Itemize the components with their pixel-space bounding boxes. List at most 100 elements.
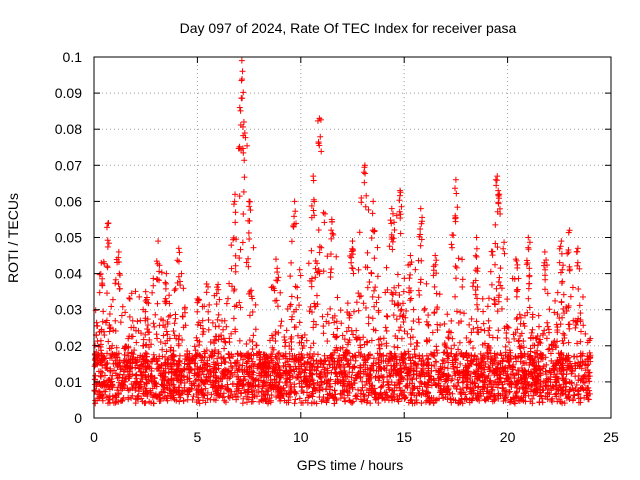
data-point [369, 315, 376, 322]
data-point [497, 375, 504, 382]
data-point [409, 380, 416, 387]
data-point [467, 338, 474, 345]
data-point [388, 220, 395, 227]
data-point [229, 283, 236, 290]
data-point [421, 307, 428, 314]
data-point [291, 400, 298, 407]
data-point [353, 392, 360, 399]
data-point [252, 383, 259, 390]
data-point [539, 387, 546, 394]
data-point [497, 265, 504, 272]
data-point [480, 390, 487, 397]
data-point [455, 346, 462, 353]
data-point [308, 283, 315, 290]
data-point [223, 300, 230, 307]
data-point [315, 138, 322, 145]
data-point [244, 142, 251, 149]
data-point [419, 353, 426, 360]
data-point [249, 308, 256, 315]
data-point [296, 319, 303, 326]
data-point [577, 310, 584, 317]
data-point [272, 256, 279, 263]
data-point [199, 331, 206, 338]
data-point [245, 229, 252, 236]
data-point [252, 326, 259, 333]
data-point [433, 257, 440, 264]
data-point [423, 280, 430, 287]
data-point [272, 338, 279, 345]
data-point [292, 396, 299, 403]
data-point [557, 321, 564, 328]
data-point [539, 399, 546, 406]
data-point [554, 338, 561, 345]
data-point [321, 369, 328, 376]
data-point [474, 306, 481, 313]
data-point [115, 281, 122, 288]
data-point [197, 322, 204, 329]
data-point [105, 338, 112, 345]
data-point [305, 260, 312, 267]
data-point [161, 360, 168, 367]
data-point [375, 342, 382, 349]
data-point [407, 252, 414, 259]
data-point [288, 238, 295, 245]
data-point [128, 324, 135, 331]
data-point [372, 284, 379, 291]
data-point [318, 379, 325, 386]
data-point [148, 367, 155, 374]
data-point [552, 374, 559, 381]
data-point [494, 351, 501, 358]
data-point [149, 289, 156, 296]
data-point [372, 327, 379, 334]
data-point [349, 353, 356, 360]
data-point [452, 263, 459, 270]
data-point [196, 382, 203, 389]
x-tick-label: 20 [500, 429, 516, 445]
data-point [199, 317, 206, 324]
data-point [508, 355, 515, 362]
data-point [296, 302, 303, 309]
data-point [563, 308, 570, 315]
data-point [112, 399, 119, 406]
data-point [283, 327, 290, 334]
data-point [133, 339, 140, 346]
data-point [491, 261, 498, 268]
data-point [325, 320, 332, 327]
data-point [319, 313, 326, 320]
data-point [565, 321, 572, 328]
data-point [529, 314, 536, 321]
data-point [453, 190, 460, 197]
data-point [578, 352, 585, 359]
data-point [396, 292, 403, 299]
data-point [365, 206, 372, 213]
data-point [291, 213, 298, 220]
data-point [355, 290, 362, 297]
data-point [432, 252, 439, 259]
data-point [516, 311, 523, 318]
data-point [437, 383, 444, 390]
data-point [324, 311, 331, 318]
data-point [195, 374, 202, 381]
data-point [504, 323, 511, 330]
data-point [444, 365, 451, 372]
data-point [203, 280, 210, 287]
data-point [232, 268, 239, 275]
data-point [371, 287, 378, 294]
data-point [208, 391, 215, 398]
data-point [301, 361, 308, 368]
data-point [212, 333, 219, 340]
data-point [196, 338, 203, 345]
data-point [240, 211, 247, 218]
data-point [423, 318, 430, 325]
data-point [240, 118, 247, 125]
data-point [561, 334, 568, 341]
data-point [352, 357, 359, 364]
data-point [552, 297, 559, 304]
data-point [277, 322, 284, 329]
data-point [355, 307, 362, 314]
data-point [100, 308, 107, 315]
data-point [142, 399, 149, 406]
data-point [482, 377, 489, 384]
data-point [386, 243, 393, 250]
data-point [425, 312, 432, 319]
